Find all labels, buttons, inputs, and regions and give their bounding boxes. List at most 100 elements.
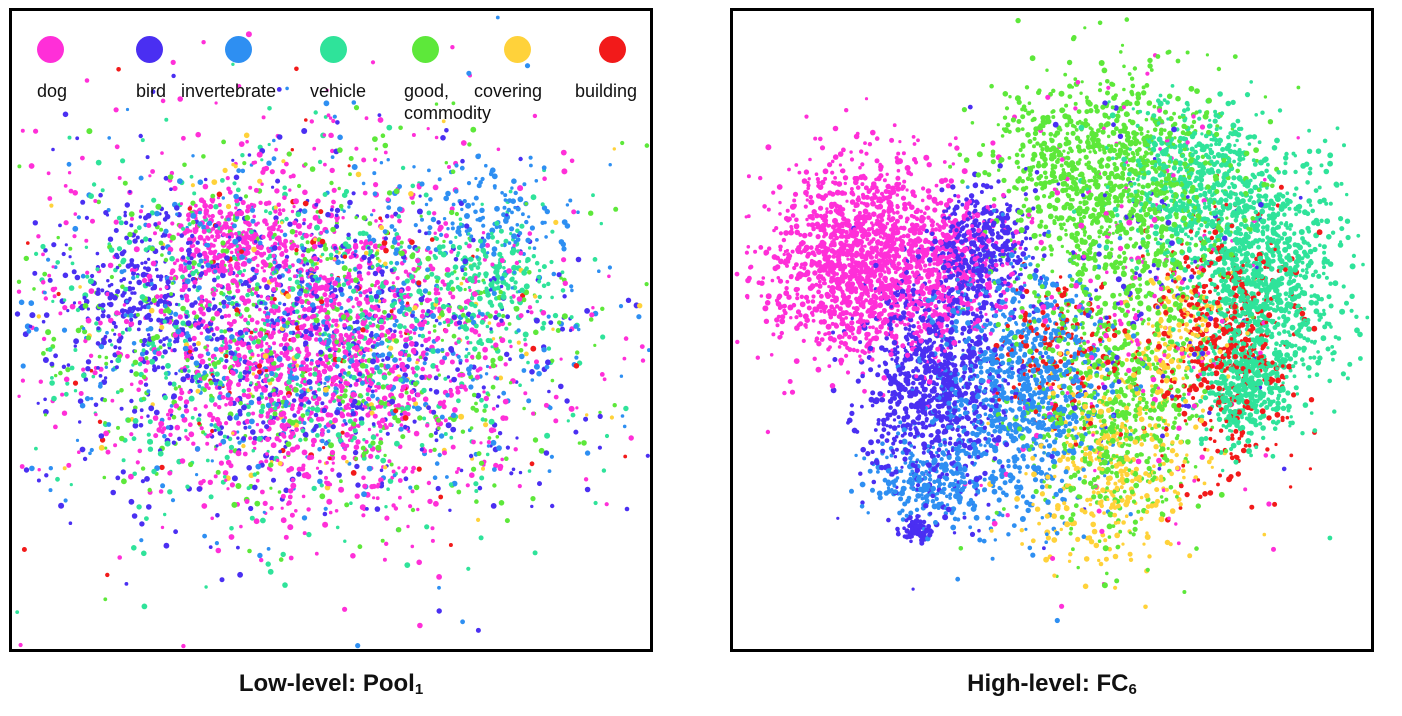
data-point xyxy=(270,318,275,323)
data-point xyxy=(233,193,239,200)
data-point xyxy=(172,185,178,192)
data-point xyxy=(513,305,520,312)
data-point xyxy=(227,235,232,239)
data-point xyxy=(186,217,191,222)
data-point xyxy=(406,412,411,417)
data-point xyxy=(577,441,582,445)
data-point xyxy=(303,232,310,239)
data-point xyxy=(152,415,159,421)
data-point xyxy=(208,380,214,386)
data-point xyxy=(287,221,293,227)
data-point xyxy=(382,229,388,235)
data-point xyxy=(324,297,330,304)
data-point xyxy=(458,361,463,365)
data-point xyxy=(479,475,485,481)
data-point xyxy=(361,157,367,163)
data-point xyxy=(359,362,366,369)
data-point xyxy=(279,351,284,355)
data-point xyxy=(174,205,180,211)
data-point xyxy=(359,312,366,318)
data-point xyxy=(334,249,339,254)
data-point xyxy=(224,403,228,407)
data-point xyxy=(393,415,398,419)
data-point xyxy=(497,224,502,229)
data-point xyxy=(207,479,213,485)
points xyxy=(734,17,1370,624)
data-point xyxy=(483,271,489,277)
data-point xyxy=(210,428,215,434)
data-point xyxy=(513,280,518,285)
data-point xyxy=(273,304,279,310)
data-point xyxy=(420,366,426,372)
data-point xyxy=(139,209,143,214)
data-point xyxy=(151,297,157,304)
data-point xyxy=(250,235,256,241)
data-point xyxy=(211,243,216,248)
data-point xyxy=(464,223,470,229)
data-point xyxy=(98,192,103,198)
data-point xyxy=(479,319,485,325)
data-point xyxy=(323,354,329,360)
data-point xyxy=(287,524,294,531)
data-point xyxy=(32,287,36,291)
data-point xyxy=(368,453,374,459)
data-point xyxy=(507,339,512,344)
data-point xyxy=(583,477,589,482)
data-point xyxy=(288,555,294,561)
data-point xyxy=(401,468,407,474)
data-point xyxy=(559,357,563,361)
data-point xyxy=(455,285,461,290)
data-point xyxy=(213,223,219,228)
data-point xyxy=(264,209,268,214)
data-point xyxy=(371,352,377,358)
data-point xyxy=(355,439,361,445)
data-point xyxy=(400,384,407,391)
data-point xyxy=(386,190,393,196)
data-point xyxy=(448,482,454,487)
data-point xyxy=(286,394,291,398)
data-point xyxy=(217,209,224,216)
data-point xyxy=(214,447,218,451)
data-point xyxy=(324,229,329,234)
data-point xyxy=(547,389,551,394)
data-point xyxy=(63,391,69,397)
data-point xyxy=(455,389,461,395)
data-point xyxy=(213,381,218,386)
data-point xyxy=(88,288,95,294)
data-point xyxy=(527,215,531,219)
data-point xyxy=(313,324,319,331)
data-point xyxy=(411,397,417,403)
data-point xyxy=(509,344,513,349)
data-point xyxy=(365,387,372,393)
data-point xyxy=(286,379,292,385)
data-point xyxy=(562,280,568,286)
data-point xyxy=(167,489,173,495)
data-point xyxy=(150,335,157,342)
data-point xyxy=(528,155,533,160)
data-point xyxy=(473,303,478,309)
data-point xyxy=(231,295,236,300)
data-point xyxy=(213,474,218,479)
data-point xyxy=(217,202,222,208)
data-point xyxy=(247,314,252,319)
data-point xyxy=(94,412,98,417)
data-point xyxy=(332,417,338,424)
data-point xyxy=(446,307,452,313)
data-point xyxy=(433,291,439,296)
data-point xyxy=(442,450,447,456)
data-point xyxy=(477,485,483,491)
data-point xyxy=(430,266,436,272)
data-point xyxy=(573,429,579,435)
data-point xyxy=(309,410,314,415)
data-point xyxy=(214,326,220,331)
data-point xyxy=(383,453,387,458)
data-point xyxy=(346,243,352,249)
data-point xyxy=(507,322,512,326)
data-point xyxy=(476,517,481,522)
data-point xyxy=(549,259,554,265)
data-point xyxy=(111,320,117,326)
data-point xyxy=(204,585,208,589)
data-point xyxy=(342,341,347,345)
data-point xyxy=(139,408,144,413)
data-point xyxy=(250,362,255,366)
